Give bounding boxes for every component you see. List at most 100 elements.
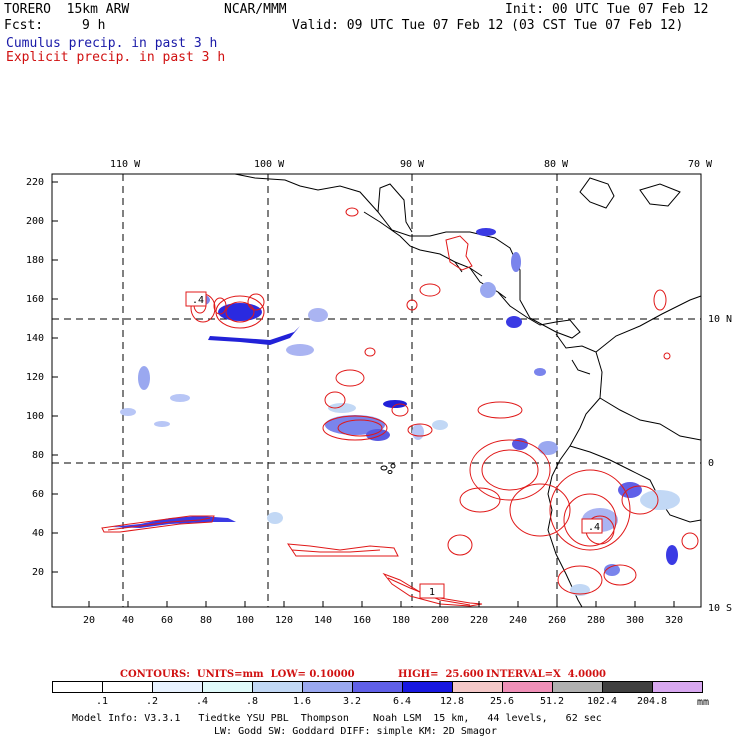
colorbar-label: .4 <box>195 696 209 707</box>
cu-blob <box>120 408 136 416</box>
model-info-line2: LW: Godd SW: Goddard DIFF: simple KM: 2D… <box>214 726 497 737</box>
colorbar-swatch <box>352 681 403 693</box>
lon-label-90w: 90 W <box>400 159 425 170</box>
cu-blob <box>618 482 642 498</box>
ex-contour <box>563 493 617 547</box>
colorbar-swatch <box>52 681 103 693</box>
x-tick-label: 300 <box>626 615 645 626</box>
central-america-coast <box>234 173 581 339</box>
ex-contour <box>509 483 571 537</box>
cu-blob <box>170 394 190 402</box>
ex-contour <box>364 347 376 357</box>
lat-label-10n: 10 N <box>708 314 733 325</box>
colorbar-swatch <box>202 681 253 693</box>
y-tick-label: 40 <box>32 528 45 539</box>
colorbar-swatch <box>302 681 353 693</box>
x-tick-label: 60 <box>161 615 174 626</box>
ex-contour <box>107 517 211 531</box>
ex-contour <box>469 439 551 501</box>
cu-blob <box>432 420 448 430</box>
contour-info-interval: INTERVAL=X 4.0000 <box>486 669 606 680</box>
colorbar-label: .8 <box>245 696 259 707</box>
ex-contour <box>247 293 265 311</box>
colorbar-swatch <box>652 681 703 693</box>
galapagos-island-1 <box>380 465 388 471</box>
x-tick-label: 160 <box>353 615 372 626</box>
ex-contour <box>287 543 399 557</box>
coastlines <box>234 173 702 608</box>
ex-contour <box>335 369 365 387</box>
border-ticks <box>454 261 507 299</box>
colorbar-label: 12.8 <box>439 696 465 707</box>
colorbar-label: 6.4 <box>392 696 412 707</box>
ex-contour <box>322 415 388 441</box>
y-tick-label: 180 <box>26 255 45 266</box>
cu-blob <box>328 403 356 413</box>
galapagos-island-2 <box>390 463 396 469</box>
colorbar-swatch <box>252 681 303 693</box>
south-america-coast <box>547 333 603 608</box>
graticule <box>52 174 701 607</box>
ex-contour <box>337 419 383 437</box>
explicit-precip-contours <box>101 207 699 607</box>
colorbar-swatch <box>402 681 453 693</box>
cu-blob <box>286 344 314 356</box>
colorbar-label: 25.6 <box>489 696 515 707</box>
x-tick-label: 260 <box>548 615 567 626</box>
ex-contour <box>406 299 418 311</box>
ex-contour <box>101 515 215 533</box>
x-tick-label: 40 <box>122 615 135 626</box>
ex-contour <box>549 469 631 551</box>
cu-blob <box>154 421 170 427</box>
x-tick-label: 320 <box>665 615 684 626</box>
org-label: NCAR/MMM <box>224 2 287 17</box>
lon-label-80w: 80 W <box>544 159 569 170</box>
ex-contour <box>621 485 659 515</box>
cu-blob <box>604 564 620 576</box>
x-tick-label: 140 <box>314 615 333 626</box>
ex-contour <box>445 235 473 271</box>
cumulus-precip-fill <box>112 228 680 596</box>
ex-contour <box>663 352 671 360</box>
valid-time: Valid: 09 UTC Tue 07 Feb 12 (03 CST Tue … <box>292 18 684 33</box>
lon-label-70w: 70 W <box>688 159 713 170</box>
ex-contour <box>225 301 255 323</box>
colorbar-swatch <box>602 681 653 693</box>
y-tick-label: 20 <box>32 567 45 578</box>
y-tick-label: 80 <box>32 450 45 461</box>
x-tick-label: 80 <box>200 615 213 626</box>
venezuela-coast <box>595 295 702 353</box>
ex-contour <box>382 572 483 607</box>
ex-contour <box>459 487 501 513</box>
yucatan-outline <box>377 183 413 233</box>
cu-blob <box>218 303 262 321</box>
cu-blob <box>308 308 328 322</box>
contour-label: 1 <box>429 587 436 598</box>
cu-blob <box>538 441 558 455</box>
cu-blob <box>138 366 150 390</box>
ex-contour <box>477 401 523 419</box>
cu-blob <box>267 512 283 524</box>
y-tick-label: 160 <box>26 294 45 305</box>
colorbar-label: 102.4 <box>586 696 618 707</box>
forecast-label: Fcst: <box>4 18 44 33</box>
cu-blob <box>640 490 680 510</box>
cu-blob <box>506 316 522 328</box>
y-tick-label: 220 <box>26 177 45 188</box>
cu-blob <box>476 228 496 236</box>
y-tick-label: 140 <box>26 333 45 344</box>
ex-contour <box>653 289 667 311</box>
field-cumulus-label: Cumulus precip. in past 3 h <box>6 36 218 51</box>
ex-contour <box>291 549 381 553</box>
x-tick-label: 220 <box>470 615 489 626</box>
cu-blob <box>511 252 521 272</box>
colorbar-swatch <box>152 681 203 693</box>
contour-label-box <box>419 583 445 599</box>
ex-contour <box>557 565 603 595</box>
cu-blob <box>325 415 385 435</box>
model-info-line1: Model Info: V3.3.1 Tiedtke YSU PBL Thomp… <box>72 713 602 724</box>
map-frame <box>51 173 702 608</box>
x-tick-label: 120 <box>275 615 294 626</box>
hispaniola-outline <box>639 183 681 207</box>
